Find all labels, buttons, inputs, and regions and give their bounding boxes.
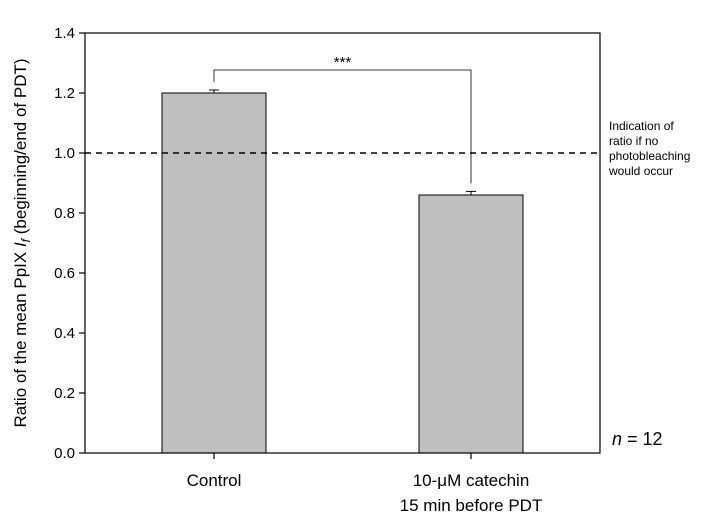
significance-bracket [213, 69, 472, 184]
y-axis-title: Ratio of the mean PpIX If (beginning/end… [11, 58, 33, 427]
x-tick-label-0-line-0: Control [187, 471, 242, 490]
bar-1 [418, 194, 524, 454]
y-tick-label-1: 0.2 [54, 385, 75, 402]
y-tick-label-0: 0.0 [54, 445, 75, 462]
x-tick-label-1-line-1: 15 min before PDT [400, 496, 543, 515]
y-axis-title-suffix: (beginning/end of PDT) [11, 58, 30, 239]
y-axis-title-subscript: f [19, 237, 33, 242]
y-tick-label-7: 1.4 [54, 25, 75, 42]
reference-annotation-line-0: Indication of [609, 119, 674, 133]
reference-annotation-line-3: would occur [608, 164, 673, 178]
reference-annotation: Indication of ratio if no photobleaching wo… [608, 119, 690, 178]
y-tick-label-5: 1.0 [54, 145, 75, 162]
significance-label: *** [334, 54, 352, 71]
x-tick-label-1: 10-μM catechin 15 min before PDT [400, 471, 543, 515]
sample-size-label: n = 12 [612, 429, 663, 449]
x-tick-label-1-line-0: 10-μM catechin [413, 471, 530, 490]
y-tick-label-3: 0.6 [54, 265, 75, 282]
y-axis-title-prefix: Ratio of the mean PpIX [11, 247, 30, 428]
y-tick-label-4: 0.8 [54, 205, 75, 222]
reference-annotation-line-2: photobleaching [609, 149, 690, 163]
reference-annotation-line-1: ratio if no [609, 134, 659, 148]
bar-0 [161, 92, 267, 454]
sample-size-symbol: n [612, 429, 622, 449]
y-tick-label-2: 0.4 [54, 325, 75, 342]
plot-area: 0.0 0.2 0.4 0.6 0.8 1.0 1.2 1.4 Control 10-μM cat… [54, 25, 690, 515]
sample-size-value: = 12 [622, 429, 663, 449]
x-tick-label-0: Control [187, 471, 242, 490]
y-axis-title-symbol: I [11, 242, 30, 247]
y-tick-label-6: 1.2 [54, 85, 75, 102]
plot-frame [84, 32, 601, 454]
